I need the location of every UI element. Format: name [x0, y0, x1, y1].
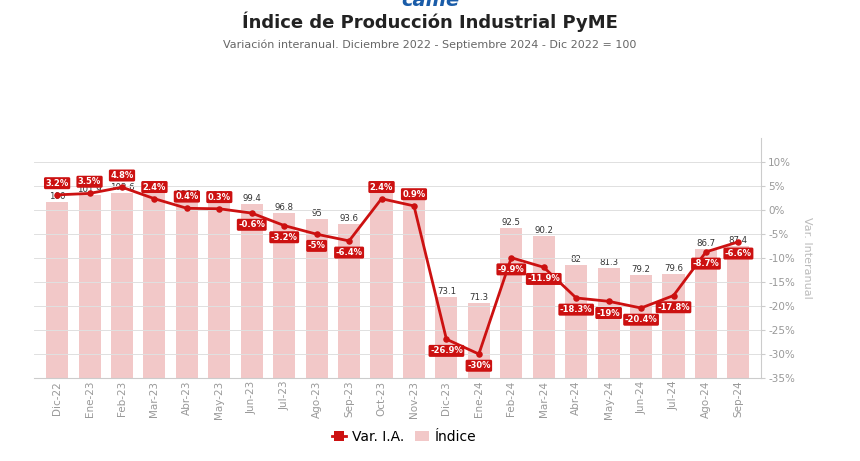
- Text: 73.1: 73.1: [437, 287, 456, 296]
- Point: [634, 304, 648, 312]
- Text: 92.5: 92.5: [501, 218, 521, 227]
- Legend: Var. I.A., Índice: Var. I.A., Índice: [327, 424, 482, 449]
- Text: -0.6%: -0.6%: [238, 220, 265, 229]
- Point: [277, 222, 291, 229]
- Text: 95: 95: [311, 209, 322, 219]
- Bar: [695, 248, 717, 461]
- Bar: [338, 225, 360, 461]
- Text: 99.4: 99.4: [243, 194, 261, 203]
- Point: [115, 183, 129, 191]
- Point: [342, 237, 356, 245]
- Text: 0.4%: 0.4%: [175, 192, 199, 201]
- Text: 81.3: 81.3: [599, 258, 618, 266]
- Text: 100.9: 100.9: [402, 189, 427, 197]
- Text: -19%: -19%: [597, 308, 620, 318]
- Point: [666, 292, 680, 299]
- Bar: [435, 296, 458, 461]
- Point: [699, 248, 713, 255]
- Text: 96.8: 96.8: [274, 203, 294, 212]
- Point: [180, 205, 194, 212]
- Text: 2.4%: 2.4%: [143, 183, 166, 191]
- Text: 100.3: 100.3: [207, 191, 231, 200]
- Text: -17.8%: -17.8%: [657, 303, 690, 312]
- Point: [439, 336, 453, 343]
- Bar: [175, 201, 198, 461]
- Text: 3.5%: 3.5%: [78, 177, 101, 186]
- Bar: [371, 193, 392, 461]
- Point: [472, 350, 486, 358]
- Bar: [662, 274, 685, 461]
- Text: -20.4%: -20.4%: [624, 315, 657, 324]
- Point: [569, 294, 583, 301]
- Bar: [728, 246, 749, 461]
- Bar: [144, 193, 165, 461]
- Point: [375, 195, 389, 202]
- Point: [212, 205, 226, 213]
- Text: 79.6: 79.6: [664, 264, 683, 272]
- Bar: [403, 199, 425, 461]
- Bar: [532, 236, 555, 461]
- Text: -26.9%: -26.9%: [430, 346, 463, 355]
- Text: 93.6: 93.6: [340, 214, 359, 223]
- Bar: [501, 228, 522, 461]
- Bar: [273, 213, 295, 461]
- Text: 4.8%: 4.8%: [110, 171, 133, 180]
- Bar: [565, 265, 587, 461]
- Text: 3.2%: 3.2%: [46, 179, 69, 188]
- Point: [83, 190, 96, 197]
- Text: 102.4: 102.4: [369, 183, 394, 192]
- Bar: [78, 195, 101, 461]
- Bar: [630, 275, 652, 461]
- Text: 100.4: 100.4: [175, 190, 200, 199]
- Bar: [468, 303, 490, 461]
- Point: [407, 202, 421, 210]
- Bar: [598, 268, 620, 461]
- Text: 86.7: 86.7: [697, 239, 716, 248]
- Text: -6.6%: -6.6%: [725, 249, 752, 258]
- Text: 79.2: 79.2: [631, 265, 650, 274]
- Point: [732, 238, 746, 246]
- Point: [310, 230, 323, 238]
- Text: -6.4%: -6.4%: [335, 248, 363, 257]
- Point: [50, 191, 64, 199]
- Point: [245, 209, 259, 217]
- Bar: [305, 219, 328, 461]
- Bar: [241, 204, 263, 461]
- Point: [602, 298, 616, 305]
- Text: 101.9: 101.9: [77, 185, 101, 194]
- Point: [505, 254, 519, 261]
- Text: -30%: -30%: [467, 361, 490, 370]
- Text: Índice de Producción Industrial PyME: Índice de Producción Industrial PyME: [242, 12, 618, 32]
- Text: 71.3: 71.3: [470, 293, 488, 302]
- Bar: [111, 193, 133, 461]
- Text: -8.7%: -8.7%: [692, 259, 719, 268]
- Bar: [208, 201, 230, 461]
- Y-axis label: Var. Interanual: Var. Interanual: [802, 217, 812, 299]
- Text: 87.4: 87.4: [728, 236, 748, 245]
- Text: Variación interanual. Diciembre 2022 - Septiembre 2024 - Dic 2022 = 100: Variación interanual. Diciembre 2022 - S…: [224, 39, 636, 50]
- Bar: [46, 202, 68, 461]
- Text: 102.4: 102.4: [142, 183, 167, 192]
- Text: 0.3%: 0.3%: [208, 193, 230, 201]
- Text: 90.2: 90.2: [534, 226, 553, 235]
- Text: -9.9%: -9.9%: [498, 265, 525, 274]
- Text: came: came: [401, 0, 459, 10]
- Text: 2.4%: 2.4%: [370, 183, 393, 191]
- Text: 102.6: 102.6: [110, 183, 134, 191]
- Text: 82: 82: [571, 255, 581, 264]
- Point: [537, 264, 550, 271]
- Text: -3.2%: -3.2%: [271, 233, 298, 242]
- Point: [148, 195, 162, 202]
- Text: -11.9%: -11.9%: [527, 274, 560, 284]
- Text: -5%: -5%: [308, 242, 326, 250]
- Text: 0.9%: 0.9%: [402, 190, 426, 199]
- Text: 100: 100: [49, 192, 65, 201]
- Text: -18.3%: -18.3%: [560, 305, 593, 314]
